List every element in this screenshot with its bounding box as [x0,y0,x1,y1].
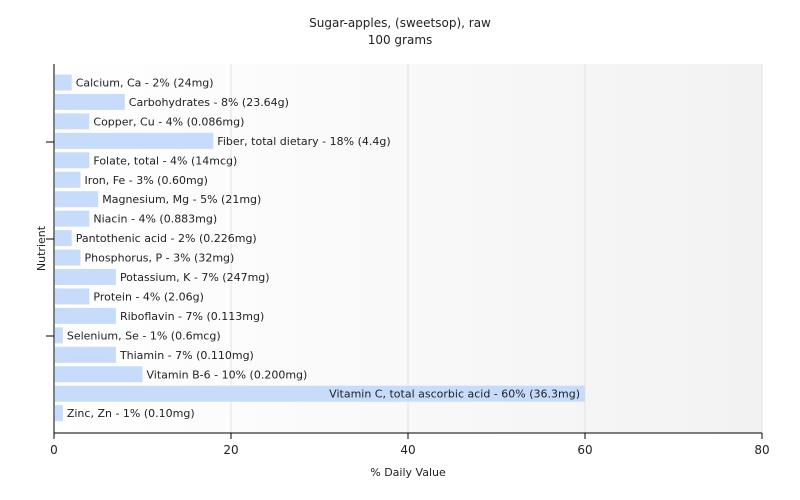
bar-label-10: Potassium, K - 7% (247mg) [120,271,270,284]
bar-label-2: Copper, Cu - 4% (0.086mg) [93,115,244,128]
bar-label-7: Niacin - 4% (0.883mg) [93,213,217,226]
chart-subtitle: 100 grams [368,33,433,47]
x-tick-label-2: 40 [400,443,415,457]
bar-label-5: Iron, Fe - 3% (0.60mg) [85,174,208,187]
y-axis-title: Nutrient [35,225,48,271]
bar-15 [55,366,143,383]
bar-label-14: Thiamin - 7% (0.110mg) [119,349,254,362]
bar-3 [55,132,214,149]
bar-label-6: Magnesium, Mg - 5% (21mg) [102,193,261,206]
bar-label-0: Calcium, Ca - 2% (24mg) [76,77,214,90]
bar-7 [55,210,90,227]
bar-label-11: Protein - 4% (2.06g) [93,290,204,303]
bar-label-13: Selenium, Se - 1% (0.6mcg) [67,329,221,342]
bar-0 [55,74,72,91]
x-tick-label-1: 20 [223,443,238,457]
bar-6 [55,191,99,208]
bar-12 [55,307,116,324]
bar-label-9: Phosphorus, P - 3% (32mg) [85,252,235,265]
bar-label-4: Folate, total - 4% (14mcg) [93,154,237,167]
x-tick-label-3: 60 [577,443,592,457]
bar-label-16: Vitamin C, total ascorbic acid - 60% (36… [329,388,580,401]
x-tick-label-4: 80 [754,443,769,457]
bar-5 [55,171,81,188]
bar-label-1: Carbohydrates - 8% (23.64g) [129,96,289,109]
bar-1 [55,93,125,110]
bar-9 [55,249,81,266]
bar-17 [55,405,63,422]
grid-lines [230,64,763,433]
bar-11 [55,288,90,305]
bar-8 [55,230,72,247]
chart-title: Sugar-apples, (sweetsop), raw [309,16,491,30]
bars: Calcium, Ca - 2% (24mg) Carbohydrates - 8… [55,74,585,422]
x-tick-label-0: 0 [50,443,58,457]
bar-label-3: Fiber, total dietary - 18% (4.4g) [217,135,390,148]
bar-13 [55,327,63,344]
bar-10 [55,269,116,285]
bar-14 [55,346,116,363]
bar-label-8: Pantothenic acid - 2% (0.226mg) [76,232,257,245]
bar-label-12: Riboflavin - 7% (0.113mg) [120,310,264,323]
axes: 0 20 40 60 80 [46,64,770,457]
bar-2 [55,113,90,130]
bar-label-15: Vitamin B-6 - 10% (0.200mg) [147,368,308,381]
x-axis-title: % Daily Value [370,466,446,479]
bar-4 [55,152,90,169]
bar-16 [55,385,585,402]
bar-label-17: Zinc, Zn - 1% (0.10mg) [67,407,195,420]
